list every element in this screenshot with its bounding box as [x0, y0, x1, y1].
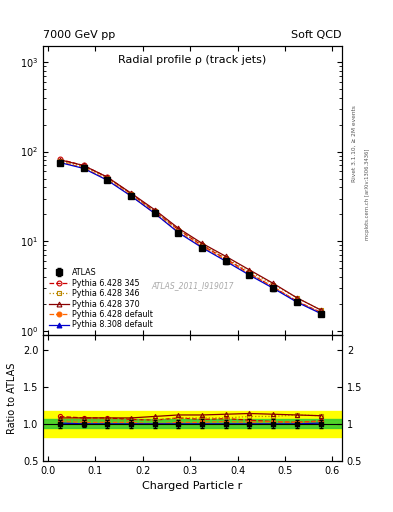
- Pythia 6.428 345: [318, 309, 323, 315]
- Pythia 8.308 default: [294, 299, 299, 305]
- Text: mcplots.cern.ch [arXiv:1306.3436]: mcplots.cern.ch [arXiv:1306.3436]: [365, 149, 371, 240]
- Pythia 6.428 default: [247, 271, 252, 278]
- Pythia 6.428 default: [129, 193, 133, 199]
- Pythia 8.308 default: [129, 193, 133, 199]
- Pythia 8.308 default: [57, 159, 62, 165]
- Pythia 8.308 default: [318, 310, 323, 316]
- Pythia 6.428 345: [223, 255, 228, 262]
- Pythia 8.308 default: [200, 245, 204, 251]
- Text: 7000 GeV pp: 7000 GeV pp: [43, 30, 116, 40]
- Legend: ATLAS, Pythia 6.428 345, Pythia 6.428 346, Pythia 6.428 370, Pythia 6.428 defaul: ATLAS, Pythia 6.428 345, Pythia 6.428 34…: [47, 267, 155, 331]
- Pythia 6.428 346: [200, 242, 204, 248]
- Pythia 6.428 370: [129, 190, 133, 196]
- Pythia 8.308 default: [81, 165, 86, 172]
- Pythia 6.428 346: [247, 268, 252, 274]
- Pythia 6.428 345: [247, 270, 252, 276]
- Pythia 6.428 370: [294, 295, 299, 301]
- Text: ATLAS_2011_I919017: ATLAS_2011_I919017: [151, 282, 234, 290]
- Pythia 6.428 346: [81, 163, 86, 169]
- Pythia 6.428 370: [271, 280, 275, 286]
- Pythia 6.428 default: [294, 298, 299, 304]
- Pythia 6.428 370: [247, 267, 252, 273]
- Pythia 6.428 default: [81, 165, 86, 171]
- Pythia 6.428 345: [152, 208, 157, 215]
- Y-axis label: Ratio to ATLAS: Ratio to ATLAS: [7, 362, 17, 434]
- Pythia 6.428 370: [176, 225, 181, 231]
- Pythia 6.428 370: [152, 207, 157, 213]
- Line: Pythia 6.428 default: Pythia 6.428 default: [57, 159, 323, 315]
- Pythia 6.428 370: [200, 240, 204, 246]
- Pythia 8.308 default: [176, 229, 181, 236]
- Pythia 6.428 370: [57, 157, 62, 163]
- Pythia 6.428 346: [152, 208, 157, 215]
- Pythia 6.428 345: [271, 284, 275, 290]
- Pythia 6.428 default: [176, 229, 181, 235]
- Pythia 6.428 default: [200, 244, 204, 250]
- Line: Pythia 6.428 346: Pythia 6.428 346: [57, 158, 323, 312]
- Pythia 6.428 370: [81, 162, 86, 168]
- Pythia 6.428 345: [200, 242, 204, 248]
- Pythia 6.428 370: [223, 253, 228, 260]
- Pythia 6.428 345: [294, 298, 299, 304]
- Pythia 6.428 345: [105, 174, 110, 180]
- Pythia 6.428 default: [105, 176, 110, 182]
- Pythia 6.428 346: [318, 307, 323, 313]
- Pythia 8.308 default: [247, 272, 252, 278]
- Pythia 6.428 346: [176, 226, 181, 232]
- Pythia 8.308 default: [105, 177, 110, 183]
- Pythia 6.428 346: [294, 295, 299, 301]
- Pythia 6.428 345: [129, 190, 133, 197]
- Pythia 8.308 default: [152, 210, 157, 217]
- Text: Radial profile ρ (track jets): Radial profile ρ (track jets): [118, 55, 267, 65]
- Line: Pythia 8.308 default: Pythia 8.308 default: [57, 160, 323, 316]
- Pythia 8.308 default: [271, 285, 275, 291]
- Pythia 6.428 default: [318, 310, 323, 316]
- Text: Soft QCD: Soft QCD: [292, 30, 342, 40]
- Pythia 6.428 345: [57, 156, 62, 162]
- Line: Pythia 6.428 370: Pythia 6.428 370: [57, 157, 323, 312]
- Pythia 6.428 346: [105, 175, 110, 181]
- Pythia 6.428 346: [223, 255, 228, 261]
- Pythia 8.308 default: [223, 258, 228, 264]
- Pythia 6.428 346: [129, 191, 133, 197]
- Pythia 6.428 345: [176, 226, 181, 232]
- Pythia 6.428 370: [105, 174, 110, 180]
- Pythia 6.428 346: [271, 282, 275, 288]
- Text: Rivet 3.1.10, ≥ 2M events: Rivet 3.1.10, ≥ 2M events: [352, 105, 357, 182]
- Pythia 6.428 default: [57, 159, 62, 165]
- Pythia 6.428 default: [152, 210, 157, 217]
- Pythia 6.428 default: [223, 257, 228, 263]
- Pythia 6.428 346: [57, 158, 62, 164]
- X-axis label: Charged Particle r: Charged Particle r: [142, 481, 243, 491]
- Line: Pythia 6.428 345: Pythia 6.428 345: [57, 157, 323, 315]
- Pythia 6.428 345: [81, 162, 86, 168]
- Pythia 6.428 default: [271, 284, 275, 290]
- Pythia 6.428 370: [318, 307, 323, 313]
